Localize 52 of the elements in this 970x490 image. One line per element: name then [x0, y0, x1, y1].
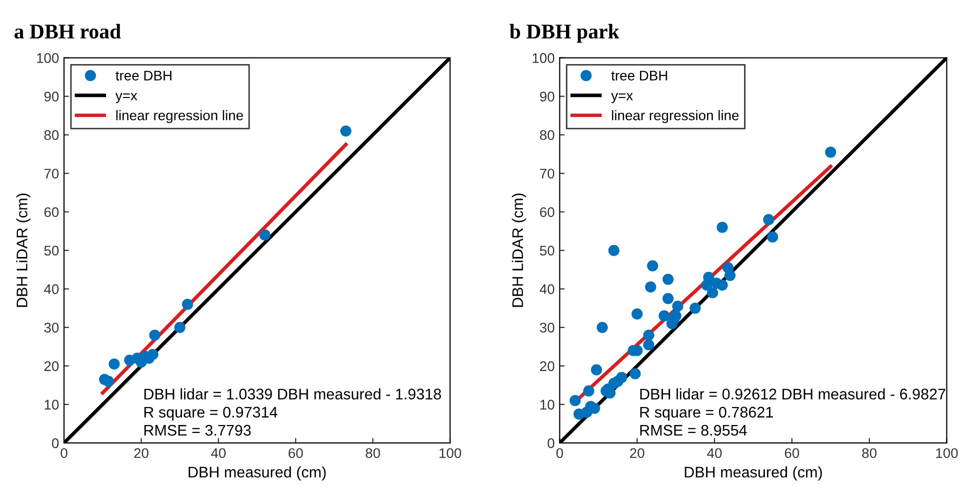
y-tick-label: 90 [540, 92, 554, 102]
x-tick-label: 60 [288, 448, 303, 458]
y-tick-label: 60 [540, 207, 554, 218]
y-tick-label: 10 [44, 400, 59, 410]
y-tick-label: 80 [44, 130, 59, 140]
x-tick-label: 0 [556, 448, 564, 458]
annotation: RMSE = 8.9554 [640, 424, 747, 436]
x-tick-label: 100 [936, 448, 958, 458]
y-tick-label: 10 [540, 400, 554, 410]
legend-label: linear regression line [612, 110, 739, 124]
y-tick-label: 20 [44, 361, 59, 372]
y-tick-label: 90 [44, 92, 59, 102]
legend-label: y=x [611, 92, 633, 104]
y-tick-label: 0 [52, 438, 59, 448]
chart-title: b DBH park [510, 24, 620, 43]
y-tick-label: 70 [540, 168, 554, 179]
legend-label: y=x [115, 92, 138, 104]
y-tick-label: 50 [44, 246, 59, 256]
y-tick-label: 100 [37, 53, 59, 63]
x-tick-label: 40 [707, 448, 722, 458]
y-tick-label: 30 [540, 322, 554, 333]
annotation: DBH lidar = 0.92612 DBH measured - 6.9827 [640, 388, 946, 400]
annotation: DBH lidar = 1.0339 DBH measured - 1.9318 [144, 388, 441, 400]
y-tick-label: 40 [44, 284, 59, 294]
x-axis-title: DBH measured (cm) [188, 466, 326, 481]
y-axis-title: DBH LiDAR (cm) [512, 194, 526, 307]
x-tick-label: 60 [784, 448, 800, 458]
x-tick-label: 100 [440, 448, 462, 458]
y-tick-label: 30 [44, 322, 59, 333]
x-tick-label: 80 [366, 448, 380, 458]
annotation: R square = 0.97314 [144, 406, 278, 421]
y-tick-label: 50 [540, 246, 554, 256]
x-tick-label: 0 [60, 448, 68, 458]
x-axis-title: DBH measured (cm) [684, 466, 822, 481]
y-tick-label: 70 [44, 168, 59, 179]
x-tick-label: 80 [862, 448, 876, 458]
y-tick-label: 60 [44, 207, 59, 218]
y-tick-label: 20 [540, 361, 554, 372]
annotation: R square = 0.78621 [640, 406, 773, 421]
y-tick-label: 40 [540, 284, 554, 294]
legend-label: linear regression line [116, 110, 243, 124]
y-axis-title: DBH LiDAR (cm) [16, 194, 30, 307]
x-tick-label: 20 [630, 448, 644, 458]
y-tick-label: 0 [548, 438, 554, 448]
x-tick-label: 20 [134, 448, 148, 458]
y-tick-label: 80 [540, 130, 554, 140]
legend-label: tree DBH [611, 70, 668, 81]
chart-title: a DBH road [14, 24, 121, 39]
annotation: RMSE = 3.7793 [144, 424, 251, 436]
x-tick-label: 40 [211, 448, 226, 458]
legend-label: tree DBH [116, 70, 172, 81]
y-tick-label: 100 [532, 53, 554, 63]
